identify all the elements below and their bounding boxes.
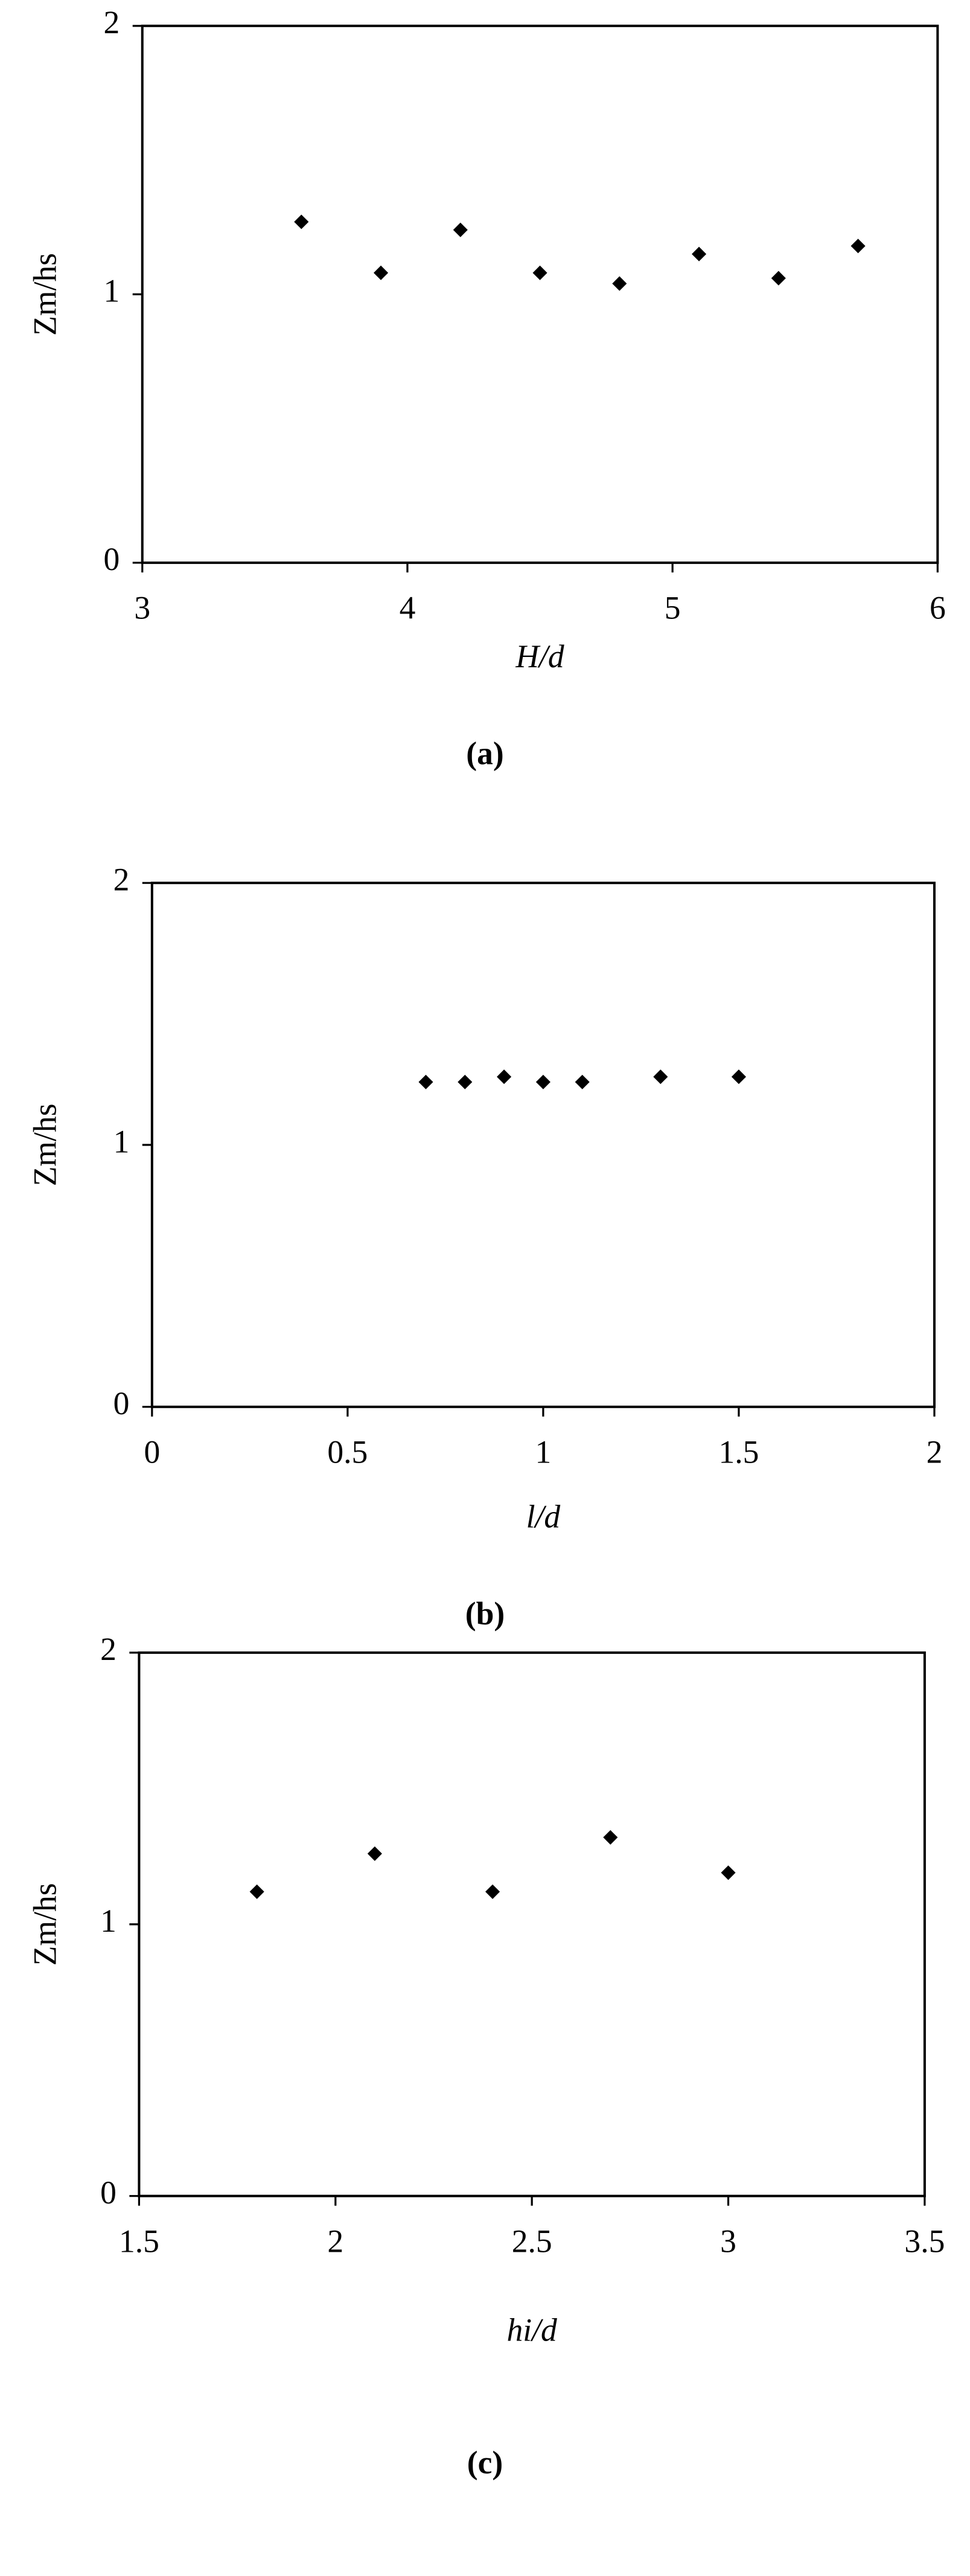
x-axis-label: l/d (526, 1499, 561, 1535)
y-tick-label: 0 (103, 541, 120, 577)
x-tick-label: 2 (927, 1434, 943, 1470)
x-tick-label: 6 (930, 590, 946, 626)
x-axis-label: hi/d (507, 2312, 558, 2348)
y-tick-label: 2 (113, 861, 130, 897)
y-tick-label: 1 (113, 1123, 130, 1159)
y-tick-label: 2 (100, 1631, 116, 1667)
x-tick-label: 5 (665, 590, 681, 626)
data-point (653, 1069, 668, 1085)
data-point (535, 1074, 550, 1089)
data-point (850, 239, 866, 254)
caption: (c) (467, 2444, 503, 2481)
plot-frame (138, 1651, 926, 2197)
y-tick-label: 1 (100, 1903, 116, 1939)
y-axis-label: Zm/hs (27, 1104, 63, 1187)
data-point (575, 1074, 590, 1089)
y-tick-label: 0 (113, 1385, 130, 1421)
caption: (b) (465, 1595, 505, 1632)
x-tick-label: 4 (400, 590, 416, 626)
y-tick-label: 2 (103, 4, 120, 40)
data-point (532, 265, 547, 280)
data-point (373, 265, 389, 280)
y-tick-label: 1 (103, 273, 120, 309)
data-point (612, 276, 627, 291)
x-tick-label: 1 (535, 1434, 552, 1470)
x-tick-label: 1.5 (119, 2223, 159, 2259)
x-tick-label: 3 (720, 2223, 736, 2259)
x-tick-label: 1.5 (718, 1434, 759, 1470)
x-axis-label: H/d (515, 638, 564, 674)
data-point (453, 222, 468, 237)
data-point (731, 1069, 746, 1085)
y-axis-label: Zm/hs (27, 1883, 63, 1966)
x-tick-label: 0.5 (327, 1434, 368, 1470)
caption: (a) (466, 735, 503, 772)
data-point (485, 1884, 500, 1899)
data-point (458, 1074, 473, 1089)
data-point (771, 271, 786, 286)
y-axis-label: Zm/hs (27, 253, 63, 336)
x-tick-label: 0 (144, 1434, 160, 1470)
data-point (721, 1865, 736, 1880)
data-point (692, 246, 707, 261)
data-point (497, 1069, 512, 1085)
x-tick-label: 2.5 (512, 2223, 552, 2259)
x-tick-label: 3 (134, 590, 150, 626)
data-point (367, 1846, 382, 1861)
data-point (418, 1074, 433, 1089)
plot-frame (150, 882, 936, 1408)
x-tick-label: 2 (327, 2223, 343, 2259)
data-point (249, 1884, 264, 1899)
y-tick-label: 0 (100, 2174, 116, 2211)
data-point (294, 214, 309, 229)
data-point (603, 1830, 618, 1845)
x-tick-label: 3.5 (904, 2223, 945, 2259)
plot-frame (141, 24, 939, 564)
